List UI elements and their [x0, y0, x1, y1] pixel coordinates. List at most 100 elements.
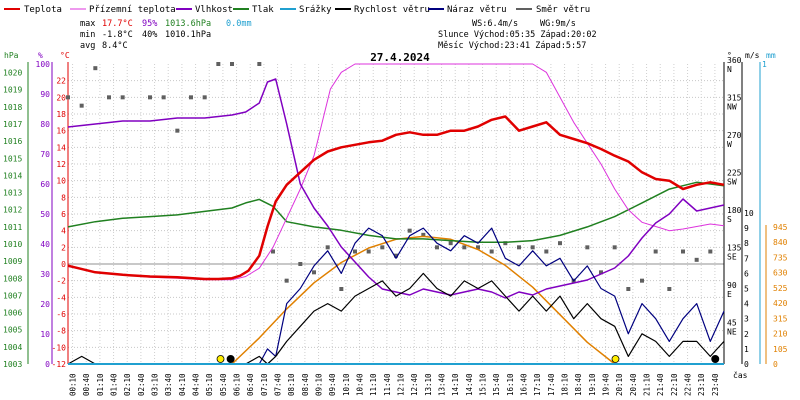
series-line-vlhkost — [67, 78, 725, 299]
x-tick: 07:10 — [260, 373, 269, 396]
wind-direction-point — [189, 95, 193, 100]
x-tick: 12:10 — [397, 373, 406, 396]
press-tick: 1007 — [3, 291, 22, 300]
x-tick: 07:40 — [274, 373, 283, 396]
x-tick: 16:40 — [520, 373, 529, 396]
wind-tick: 4 — [744, 300, 749, 309]
stat-sun-times: Slunce Východ:05:35 Západ:20:02 — [438, 30, 597, 40]
stat-min-temp: -1.8°C — [102, 30, 133, 40]
temp-tick: -10 — [52, 343, 67, 352]
hum-tick: 0 — [45, 360, 50, 369]
temp-tick: 0 — [61, 260, 66, 269]
wind-direction-point — [489, 249, 494, 254]
wind-direction-point — [530, 245, 535, 250]
stat-max-hum: 95% — [142, 19, 157, 29]
temp-tick: 22 — [56, 77, 66, 86]
temp-tick: 14 — [56, 143, 66, 152]
plot-area — [66, 62, 725, 365]
stat-max-rain: 0.0mm — [226, 19, 252, 29]
sunset-marker — [611, 355, 620, 363]
x-tick: 09:40 — [328, 373, 337, 396]
x-tick: 19:10 — [588, 373, 597, 396]
wind-tick: 9 — [744, 224, 749, 233]
solar-tick: 210 — [773, 330, 788, 339]
stats-block: max 17.7°C 95% 1013.6hPa 0.0mm min -1.8°… — [80, 19, 597, 51]
hum-tick: 20 — [40, 300, 50, 309]
wind-direction-point — [339, 287, 344, 291]
x-tick: 00:10 — [69, 373, 78, 396]
stat-max-press: 1013.6hPa — [165, 19, 211, 29]
legend-label-teplota: Teplota — [24, 5, 62, 15]
hum-tick: 50 — [40, 210, 50, 219]
stat-avg-label: avg — [80, 41, 95, 51]
x-tick: 10:10 — [342, 373, 351, 396]
temp-tick: 8 — [61, 193, 66, 202]
hum-unit: % — [38, 51, 43, 60]
x-tick: 05:40 — [219, 373, 228, 396]
solar-tick: 840 — [773, 238, 788, 247]
temp-tick: 18 — [56, 110, 66, 119]
wind-direction-point — [708, 249, 713, 254]
wind-direction-point — [298, 262, 303, 266]
temp-unit: °C — [60, 51, 70, 60]
dir-tick-degrees: 315 — [727, 94, 742, 103]
wind-direction-point — [107, 95, 111, 100]
wind-direction-point — [640, 278, 644, 283]
x-tick: 18:10 — [561, 373, 570, 396]
wind-tick: 1 — [744, 345, 749, 354]
x-tick: 21:40 — [656, 373, 665, 396]
dir-tick-degrees: 225 — [727, 169, 742, 178]
x-tick: 22:10 — [670, 373, 679, 396]
wind-direction-point — [161, 95, 166, 100]
solar-tick: 735 — [773, 253, 788, 262]
x-tick: 23:40 — [711, 373, 720, 396]
x-tick: 05:10 — [205, 373, 214, 396]
wind-direction-point — [353, 249, 357, 254]
press-tick: 1005 — [3, 326, 22, 335]
temp-tick: -2 — [56, 277, 66, 286]
x-tick: 14:10 — [451, 373, 460, 396]
stat-min-label: min — [80, 30, 95, 40]
x-tick: 18:40 — [574, 373, 583, 396]
hum-tick: 10 — [40, 330, 50, 339]
wind-tick: 0 — [744, 360, 749, 369]
wind-tick: 2 — [744, 330, 749, 339]
x-tick: 06:10 — [233, 373, 242, 396]
dir-tick-degrees: 135 — [727, 244, 742, 253]
x-tick: 03:40 — [164, 373, 173, 396]
sunrise-marker — [216, 355, 225, 363]
x-tick: 10:40 — [356, 373, 365, 396]
temp-tick: 2 — [61, 243, 66, 252]
wind-direction-point — [148, 95, 152, 100]
solar-tick: 420 — [773, 299, 788, 308]
wind-direction-point — [421, 232, 426, 237]
wind-tick: 10 — [744, 209, 754, 218]
dir-tick-degrees: 180 — [727, 206, 742, 215]
wind-direction-point — [271, 249, 275, 254]
solar-tick: 315 — [773, 314, 788, 323]
unit-labels: hPa % °C ° m/s mm — [4, 51, 776, 60]
stat-avg-temp: 8.4°C — [102, 41, 128, 51]
legend: Teplota Přízemní teplota Vlhkost Tlak Sr… — [4, 5, 590, 15]
x-tick: 04:10 — [178, 373, 187, 396]
hum-tick: 70 — [40, 150, 50, 159]
press-tick: 1015 — [3, 154, 22, 163]
wind-direction-point — [462, 245, 467, 250]
press-tick: 1011 — [3, 223, 22, 232]
wind-direction-point — [230, 62, 234, 66]
solar-tick: 0 — [773, 360, 778, 369]
x-tick: 02:40 — [137, 373, 146, 396]
x-tick: 23:10 — [697, 373, 706, 396]
wind-tick: 6 — [744, 269, 749, 278]
rain-tick: 1 — [762, 60, 767, 69]
series-line-p-zemn-teplota — [67, 63, 725, 281]
stat-min-press: 1010.1hPa — [165, 30, 211, 40]
x-tick: 17:10 — [533, 373, 542, 396]
temp-tick: 12 — [56, 160, 66, 169]
legend-label-vlhkost: Vlhkost — [195, 5, 233, 15]
legend-label-srazky: Srážky — [299, 5, 332, 15]
temp-tick: 4 — [61, 227, 66, 236]
x-tick: 01:40 — [110, 373, 119, 396]
x-tick: 08:10 — [287, 373, 296, 396]
